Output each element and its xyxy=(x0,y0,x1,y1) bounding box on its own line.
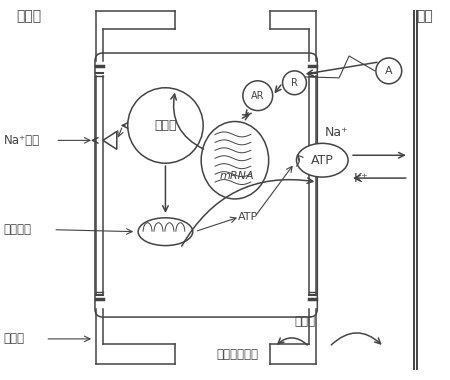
Circle shape xyxy=(376,58,402,84)
Text: 小管液: 小管液 xyxy=(17,10,42,23)
Text: Na⁺: Na⁺ xyxy=(324,126,348,139)
Text: ATP: ATP xyxy=(238,212,258,222)
Circle shape xyxy=(128,88,203,163)
Text: 血液: 血液 xyxy=(417,10,433,23)
Ellipse shape xyxy=(201,122,269,199)
Text: 管腔膜: 管腔膜 xyxy=(4,332,25,345)
Text: A: A xyxy=(385,66,392,76)
Text: K⁺: K⁺ xyxy=(354,172,369,185)
Text: ATP: ATP xyxy=(311,154,333,167)
Text: 毛细血管基膜: 毛细血管基膜 xyxy=(217,348,259,361)
Text: R: R xyxy=(291,78,298,88)
Text: AR: AR xyxy=(251,91,265,101)
Circle shape xyxy=(283,71,306,95)
Text: mRNA: mRNA xyxy=(220,171,254,181)
Ellipse shape xyxy=(138,218,193,245)
Circle shape xyxy=(243,81,273,111)
Polygon shape xyxy=(103,131,117,149)
Text: Na⁺通道: Na⁺通道 xyxy=(4,134,40,147)
Ellipse shape xyxy=(297,143,348,177)
Text: 线粒体酶: 线粒体酶 xyxy=(4,223,32,236)
Text: 基侧膜: 基侧膜 xyxy=(294,315,315,328)
Text: 蛋白质: 蛋白质 xyxy=(154,119,177,132)
